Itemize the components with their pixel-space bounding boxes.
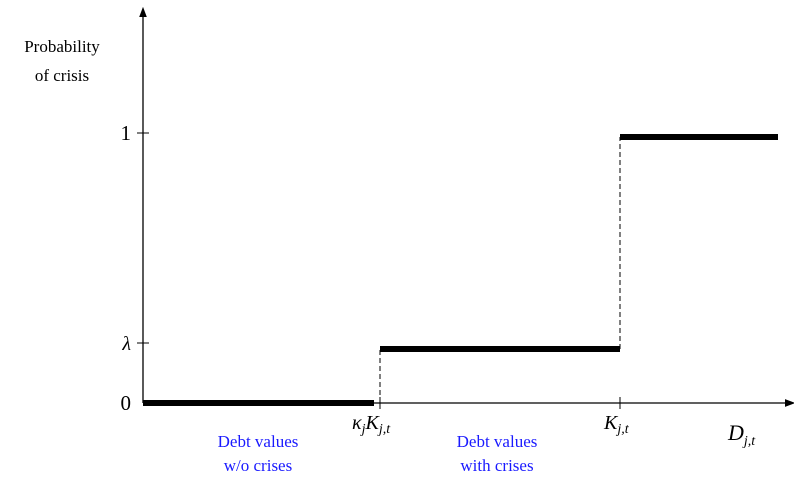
tick-subscript: j [360,422,366,437]
x-tick-label: κjKj,t [352,412,391,437]
region-note: with crises [460,456,533,475]
y-tick-label: λ [121,333,131,355]
tick-subscript: j,t [377,422,391,437]
axis-subscript: j,t [742,434,756,449]
tick-symbol: κ [352,412,362,434]
y-axis-label: Probability [24,37,100,56]
tick-subscript: j,t [615,422,629,437]
region-note: Debt values [457,432,538,451]
region-note: w/o crises [224,456,292,475]
tick-symbol: K [603,412,619,434]
y-tick-label: 0 [121,391,132,415]
y-axis-label: of crisis [35,66,89,85]
axis-symbol: D [727,420,744,445]
region-note: Debt values [218,432,299,451]
y-tick-label: 1 [121,121,132,145]
tick-symbol: K [365,412,381,434]
x-axis-label: Dj,t [727,420,756,449]
x-tick-label: Kj,t [603,412,630,437]
